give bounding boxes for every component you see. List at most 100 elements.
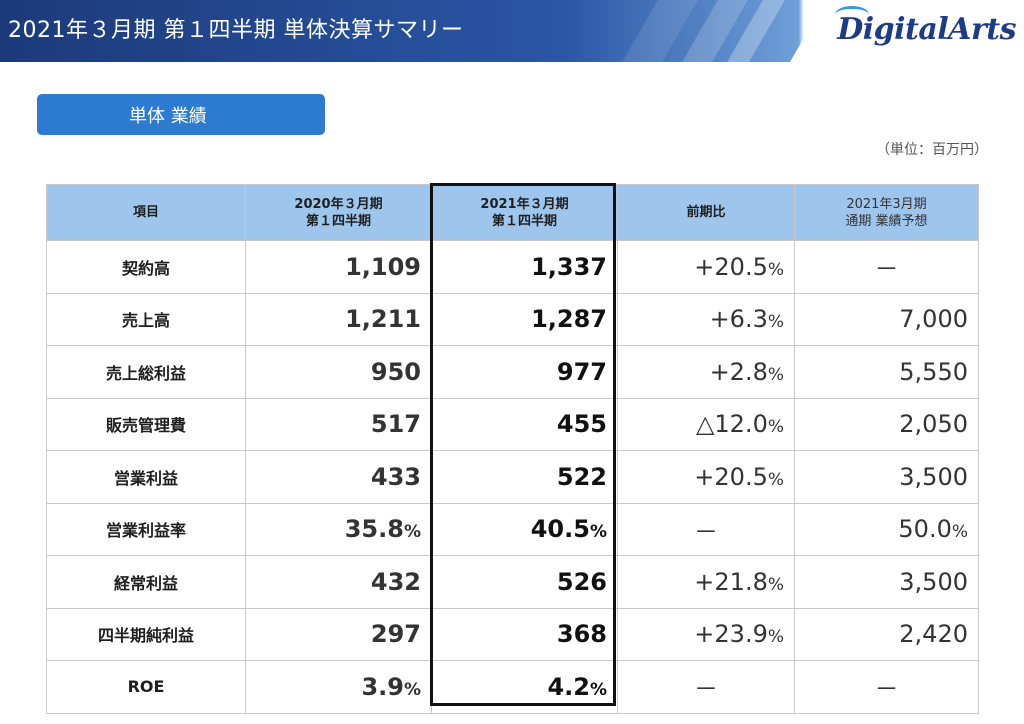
row-label-value: 売上高 — [121, 311, 170, 331]
row-label-value: 四半期純利益 — [97, 626, 194, 646]
forecast-value-value: 2,420 — [899, 620, 968, 649]
prev-value-value: 3.9 — [361, 672, 404, 701]
table-body: 契約高 1,109 1,337 +20.5% － 売上高 1,211 1,287 +6.3% 7,… — [46, 240, 979, 714]
ratio-value-unit: % — [767, 469, 784, 490]
current-value-unit: % — [589, 522, 607, 543]
page-title: 2021年３月期 第１四半期 単体決算サマリー — [8, 18, 464, 43]
current-value-value: 1,287 — [531, 305, 607, 334]
prev-value: 1,211 — [245, 292, 432, 346]
ratio-value-unit: % — [767, 364, 784, 385]
prev-value-value: 432 — [370, 567, 421, 596]
header-banner: 2021年３月期 第１四半期 単体決算サマリー DigitalArts — [0, 0, 1024, 62]
forecast-value: 7,000 — [794, 292, 979, 346]
row-label: 契約高 — [46, 240, 246, 294]
current-value: 40.5% — [431, 502, 618, 556]
header-current: 2021年３月期 第１四半期 — [431, 184, 618, 241]
prev-value: 35.8% — [245, 502, 432, 556]
ratio-value-unit: % — [767, 259, 784, 280]
current-value-value: 40.5 — [530, 515, 590, 544]
ratio-value-value: +20.5 — [694, 462, 768, 491]
row-label-value: 営業利益 — [113, 468, 178, 488]
header-current-line1: 2021年３月期 — [480, 196, 569, 212]
ratio-value: +6.3% — [617, 292, 795, 346]
forecast-value: － — [794, 240, 979, 294]
digitalarts-logo: DigitalArts — [835, 6, 1016, 47]
table-row: 営業利益率 35.8% 40.5% － 50.0% — [46, 502, 979, 556]
row-label: 営業利益 — [46, 450, 246, 504]
ratio-value-unit: % — [767, 627, 784, 648]
forecast-value: － — [794, 660, 979, 714]
current-value-value: 4.2 — [547, 672, 590, 701]
current-value-value: 1,337 — [531, 252, 607, 281]
current-value: 1,287 — [431, 292, 618, 346]
current-value-value: 977 — [556, 357, 607, 386]
ratio-value: △12.0% — [617, 397, 795, 451]
ratio-value-value: +23.9 — [694, 620, 768, 649]
forecast-value-value: － — [874, 675, 899, 704]
ratio-value-value: +2.8 — [709, 357, 768, 386]
ratio-value: +20.5% — [617, 240, 795, 294]
row-label: 売上高 — [46, 292, 246, 346]
ratio-value: － — [617, 502, 795, 556]
table-row: ROE 3.9% 4.2% －－ — [46, 660, 979, 714]
row-label-value: 経常利益 — [113, 573, 178, 593]
header-forecast-line2: 通期 業績予想 — [845, 213, 928, 229]
row-label: 経常利益 — [46, 555, 246, 609]
row-label-value: 売上総利益 — [105, 363, 186, 383]
forecast-value: 3,500 — [794, 555, 979, 609]
table-row: 営業利益 433 522 +20.5% 3,500 — [46, 450, 979, 504]
current-value: 522 — [431, 450, 618, 504]
forecast-value-value: 2,050 — [899, 410, 968, 439]
prev-value: 3.9% — [245, 660, 432, 714]
prev-value: 432 — [245, 555, 432, 609]
forecast-value: 2,050 — [794, 397, 979, 451]
forecast-value-unit: % — [951, 522, 968, 543]
forecast-value-value: 7,000 — [899, 305, 968, 334]
prev-value-unit: % — [403, 679, 421, 700]
ratio-value-value: +21.8 — [694, 567, 768, 596]
unit-note: （単位：百万円） — [876, 142, 988, 158]
current-value: 368 — [431, 607, 618, 661]
prev-value-value: 1,211 — [345, 305, 421, 334]
prev-value: 517 — [245, 397, 432, 451]
table-row: 経常利益 432 526 +21.8% 3,500 — [46, 555, 979, 609]
prev-value: 297 — [245, 607, 432, 661]
table-row: 販売管理費 517 455 △12.0% 2,050 — [46, 397, 979, 451]
row-label: 売上総利益 — [46, 345, 246, 399]
prev-value-value: 1,109 — [345, 252, 421, 281]
logo-swoosh-icon — [835, 6, 870, 23]
table-header-row: 項目 2020年３月期 第１四半期 2021年３月期 第１四半期 前期比 202… — [46, 184, 979, 241]
current-value-value: 526 — [556, 567, 607, 596]
forecast-value-value: 50.0 — [898, 515, 952, 544]
current-value: 526 — [431, 555, 618, 609]
ratio-value: +2.8% — [617, 345, 795, 399]
prev-value-value: 35.8 — [344, 515, 404, 544]
ratio-value-value: △12.0 — [695, 410, 768, 439]
header-current-line2: 第１四半期 — [491, 213, 557, 229]
prev-value-value: 297 — [370, 620, 421, 649]
forecast-value: 5,550 — [794, 345, 979, 399]
header-item: 項目 — [46, 184, 246, 241]
section-label: 単体 業績 — [37, 94, 325, 135]
current-value-value: 455 — [556, 410, 607, 439]
table-row: 売上総利益 950 977 +2.8% 5,550 — [46, 345, 979, 399]
current-value-value: 522 — [556, 462, 607, 491]
current-value: 455 — [431, 397, 618, 451]
ratio-value: +21.8% — [617, 555, 795, 609]
row-label-value: ROE — [127, 677, 165, 697]
ratio-value-unit: % — [767, 417, 784, 438]
ratio-value-unit: % — [767, 312, 784, 333]
table-row: 四半期純利益 297 368 +23.9% 2,420 — [46, 607, 979, 661]
header-prev: 2020年３月期 第１四半期 — [245, 184, 432, 241]
header-ratio: 前期比 — [617, 184, 795, 241]
ratio-value-unit: % — [767, 574, 784, 595]
ratio-value: +23.9% — [617, 607, 795, 661]
header-forecast-line1: 2021年3月期 — [846, 196, 927, 212]
prev-value-value: 950 — [370, 357, 421, 386]
row-label-value: 契約高 — [121, 258, 170, 278]
forecast-value: 3,500 — [794, 450, 979, 504]
ratio-value-value: － — [694, 517, 718, 546]
current-value-value: 368 — [556, 620, 607, 649]
ratio-value-value: +20.5 — [694, 252, 768, 281]
prev-value: 950 — [245, 345, 432, 399]
